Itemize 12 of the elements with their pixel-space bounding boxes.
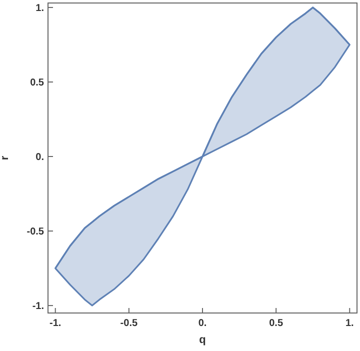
y-tick-label: -1.	[32, 301, 44, 312]
x-axis-title: q	[199, 334, 206, 346]
y-tick-label: 0.5	[30, 77, 44, 88]
y-tick-label: 0.	[36, 152, 44, 164]
x-tick-label: 0.	[198, 318, 207, 329]
x-tick-label: 0.5	[269, 318, 284, 329]
y-axis-title: r	[0, 155, 11, 160]
x-tick-label: 1.	[345, 318, 354, 329]
y-tick-label: -0.5	[26, 226, 44, 238]
x-tick-label: -0.5	[120, 318, 138, 329]
x-tick-label: -1.	[50, 318, 62, 329]
y-tick-label: 1.	[36, 2, 44, 14]
